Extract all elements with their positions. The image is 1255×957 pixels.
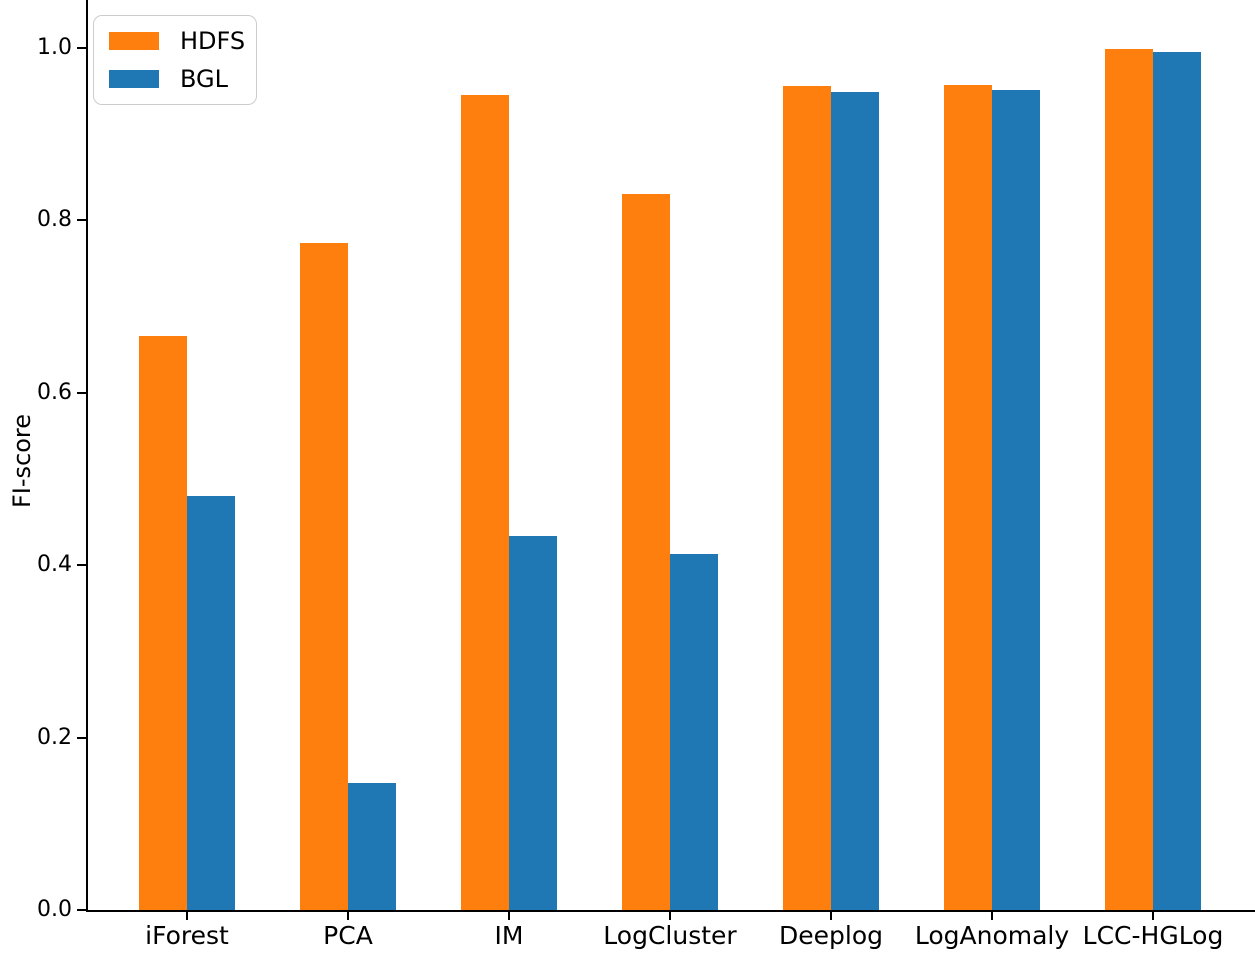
x-tick-label: IM <box>494 921 524 950</box>
y-tick-mark <box>77 909 86 911</box>
legend-label-hdfs: HDFS <box>180 27 246 55</box>
bar-hdfs-lcc-hglog <box>1105 49 1153 910</box>
bar-bgl-iforest <box>187 496 235 910</box>
legend-row-bgl: BGL <box>109 67 242 91</box>
y-axis-spine <box>86 0 88 912</box>
y-axis-label: FI-score <box>8 413 36 509</box>
bar-bgl-deeplog <box>831 92 879 910</box>
legend-row-hdfs: HDFS <box>109 27 246 55</box>
bar-hdfs-deeplog <box>783 86 831 910</box>
y-tick-label: 0.6 <box>37 379 72 405</box>
bar-hdfs-loganomaly <box>944 85 992 910</box>
y-tick-label: 0.0 <box>37 897 72 922</box>
x-tick-mark <box>186 912 188 920</box>
x-tick-label: LogAnomaly <box>914 921 1070 950</box>
x-tick-label: LCC-HGLog <box>1082 921 1224 950</box>
legend-swatch-bgl <box>109 70 159 88</box>
x-tick-label: PCA <box>323 921 373 950</box>
x-tick-label: LogCluster <box>603 921 737 950</box>
y-tick-label: 0.4 <box>37 552 72 577</box>
y-tick-mark <box>77 219 86 221</box>
x-axis-spine <box>86 910 1255 912</box>
x-tick-label: iForest <box>145 921 229 950</box>
x-tick-mark <box>830 912 832 920</box>
bar-bgl-pca <box>348 783 396 910</box>
x-tick-mark <box>991 912 993 920</box>
x-tick-mark <box>508 912 510 920</box>
x-tick-mark <box>669 912 671 920</box>
bar-hdfs-iforest <box>139 336 187 910</box>
bar-bgl-lcc-hglog <box>1153 52 1201 910</box>
x-tick-label: Deeplog <box>779 921 883 950</box>
legend-swatch-hdfs <box>109 32 159 50</box>
legend: HDFS BGL <box>93 15 257 105</box>
legend-label-bgl: BGL <box>180 65 229 93</box>
y-tick-mark <box>77 564 86 566</box>
x-tick-mark <box>1152 912 1154 920</box>
bar-bgl-loganomaly <box>992 90 1040 910</box>
y-tick-label: 0.2 <box>37 724 72 750</box>
bar-hdfs-logcluster <box>622 194 670 910</box>
x-tick-mark <box>347 912 349 920</box>
y-tick-mark <box>77 736 86 739</box>
y-tick-label: 1.0 <box>37 34 72 60</box>
y-tick-mark <box>77 391 86 394</box>
y-tick-mark <box>77 46 86 49</box>
bar-hdfs-pca <box>300 243 348 910</box>
bar-bgl-logcluster <box>670 554 718 910</box>
y-tick-label: 0.8 <box>37 207 72 232</box>
bar-bgl-im <box>509 536 557 910</box>
bar-hdfs-im <box>461 95 509 910</box>
